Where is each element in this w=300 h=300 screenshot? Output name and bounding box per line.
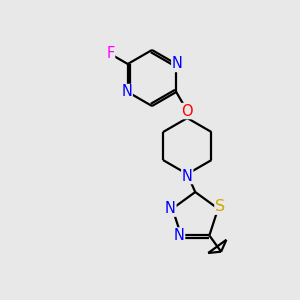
Text: N: N [172,56,183,71]
Text: O: O [182,103,193,118]
Text: F: F [106,46,115,62]
Text: N: N [182,169,193,184]
Text: N: N [165,201,176,216]
Text: S: S [215,199,225,214]
Text: N: N [121,85,132,100]
Text: N: N [174,228,184,243]
